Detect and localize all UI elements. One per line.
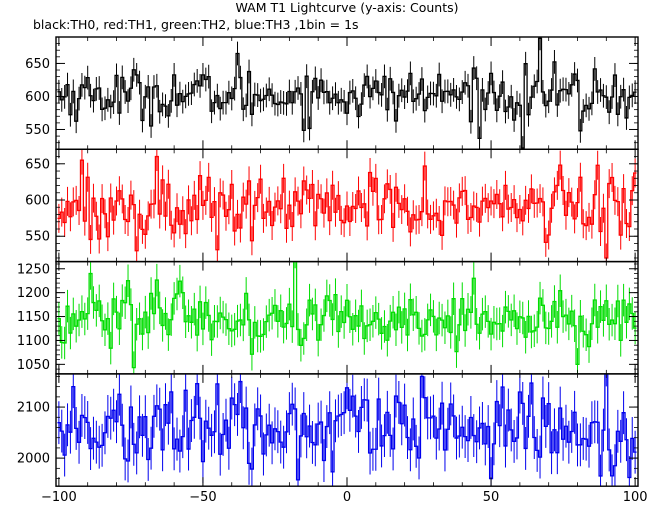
series-th1 [57, 149, 637, 262]
y-tick-label: 550 [25, 123, 50, 138]
panel-th0: 550 600 650 [25, 36, 639, 151]
y-tick-label: 1050 [17, 358, 50, 373]
x-tick-label: 0 [343, 490, 351, 505]
x-tick-label: 50 [483, 490, 500, 505]
chart-title: WAM T1 Lightcurve (y-axis: Counts) [235, 0, 458, 15]
y-tick-label: 1100 [17, 334, 50, 349]
step-line [57, 37, 637, 149]
panel-th2: 1050 1100 1150 1200 1250 [17, 260, 639, 375]
y-tick-label: 600 [25, 194, 50, 209]
x-tick-label: 100 [623, 490, 648, 505]
y-tick-label: 600 [25, 90, 50, 105]
x-tick-label: −50 [189, 490, 216, 505]
y-tick-label: 2100 [17, 401, 50, 416]
series-th3 [57, 373, 637, 487]
y-tick-label: 650 [25, 157, 50, 172]
step-line [57, 261, 637, 369]
series-th0 [57, 37, 637, 150]
panel-th1: 550 600 650 [25, 148, 639, 263]
y-tick-label: 1250 [17, 262, 50, 277]
y-tick-label: 2000 [17, 452, 50, 467]
y-tick-label: 1150 [17, 310, 50, 325]
panel-th3: 2000 2100 [17, 373, 639, 487]
plot-area: 550 600 650 550 600 650 1050 1100 1150 1200 1250 20… [17, 36, 648, 505]
y-tick-label: 550 [25, 230, 50, 245]
series-th2 [57, 261, 637, 374]
chart-subtitle: black:TH0, red:TH1, green:TH2, blue:TH3 … [33, 17, 359, 32]
y-tick-label: 1200 [17, 286, 50, 301]
y-tick-label: 650 [25, 57, 50, 72]
step-line [57, 373, 637, 481]
step-line [57, 155, 637, 259]
x-tick-label: −100 [41, 490, 77, 505]
